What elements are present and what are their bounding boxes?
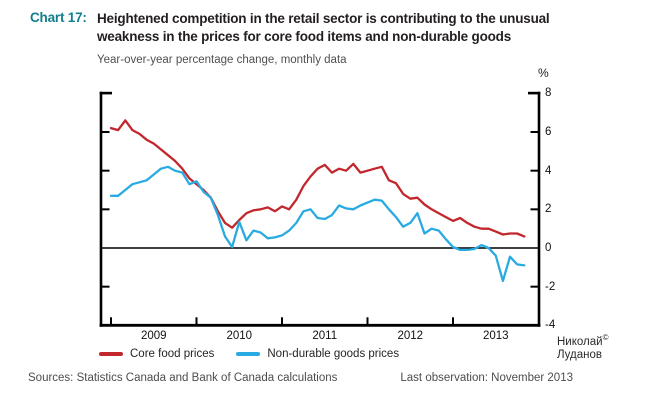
- y-axis-tick-label: -4: [545, 319, 556, 332]
- chart-title-line2: weakness in the prices for core food ite…: [97, 29, 512, 44]
- y-axis-tick-label: 0: [545, 242, 552, 254]
- chart-title: Heightened competition in the retail sec…: [97, 10, 642, 46]
- y-axis-unit-label: %: [538, 66, 549, 80]
- chart-subtitle: Year-over-year percentage change, monthl…: [97, 54, 347, 66]
- chart-title-line1: Heightened competition in the retail sec…: [97, 11, 550, 26]
- x-axis-year-label: 2010: [226, 330, 253, 342]
- watermark-line2: Луданов: [557, 349, 603, 362]
- legend-label-core-food: Core food prices: [130, 348, 215, 360]
- chart-number-label: Chart 17:: [30, 10, 87, 25]
- x-axis-year-label: 2013: [482, 330, 509, 342]
- sources-note: Sources: Statistics Canada and Bank of C…: [28, 372, 338, 384]
- watermark: Николай© Луданов: [557, 331, 608, 363]
- last-observation-note: Last observation: November 2013: [400, 372, 573, 384]
- series-line-non-durable-goods-prices: [109, 165, 526, 283]
- watermark-line1: Николай©: [557, 333, 609, 348]
- chart-legend: Core food prices Non-durable goods price…: [99, 348, 399, 360]
- y-axis-tick-label: 6: [545, 126, 552, 138]
- core-food-line-swatch-icon: [99, 352, 123, 356]
- y-axis-tick-label: 2: [545, 203, 552, 216]
- x-axis-year-label: 2011: [312, 330, 338, 342]
- y-axis-tick-label: 4: [545, 164, 552, 177]
- legend-item-non-durable: Non-durable goods prices: [236, 348, 399, 360]
- legend-item-core-food: Core food prices: [99, 348, 214, 360]
- series-line-core-food-prices: [109, 119, 526, 238]
- x-axis-year-label: 2009: [140, 330, 167, 342]
- non-durable-line-swatch-icon: [236, 352, 261, 356]
- x-axis-year-label: 2012: [397, 330, 424, 342]
- y-axis-tick-label: 8: [545, 87, 552, 100]
- legend-label-non-durable: Non-durable goods prices: [267, 348, 400, 360]
- y-axis-tick-label: -2: [545, 280, 556, 293]
- copyright-icon: ©: [602, 333, 609, 342]
